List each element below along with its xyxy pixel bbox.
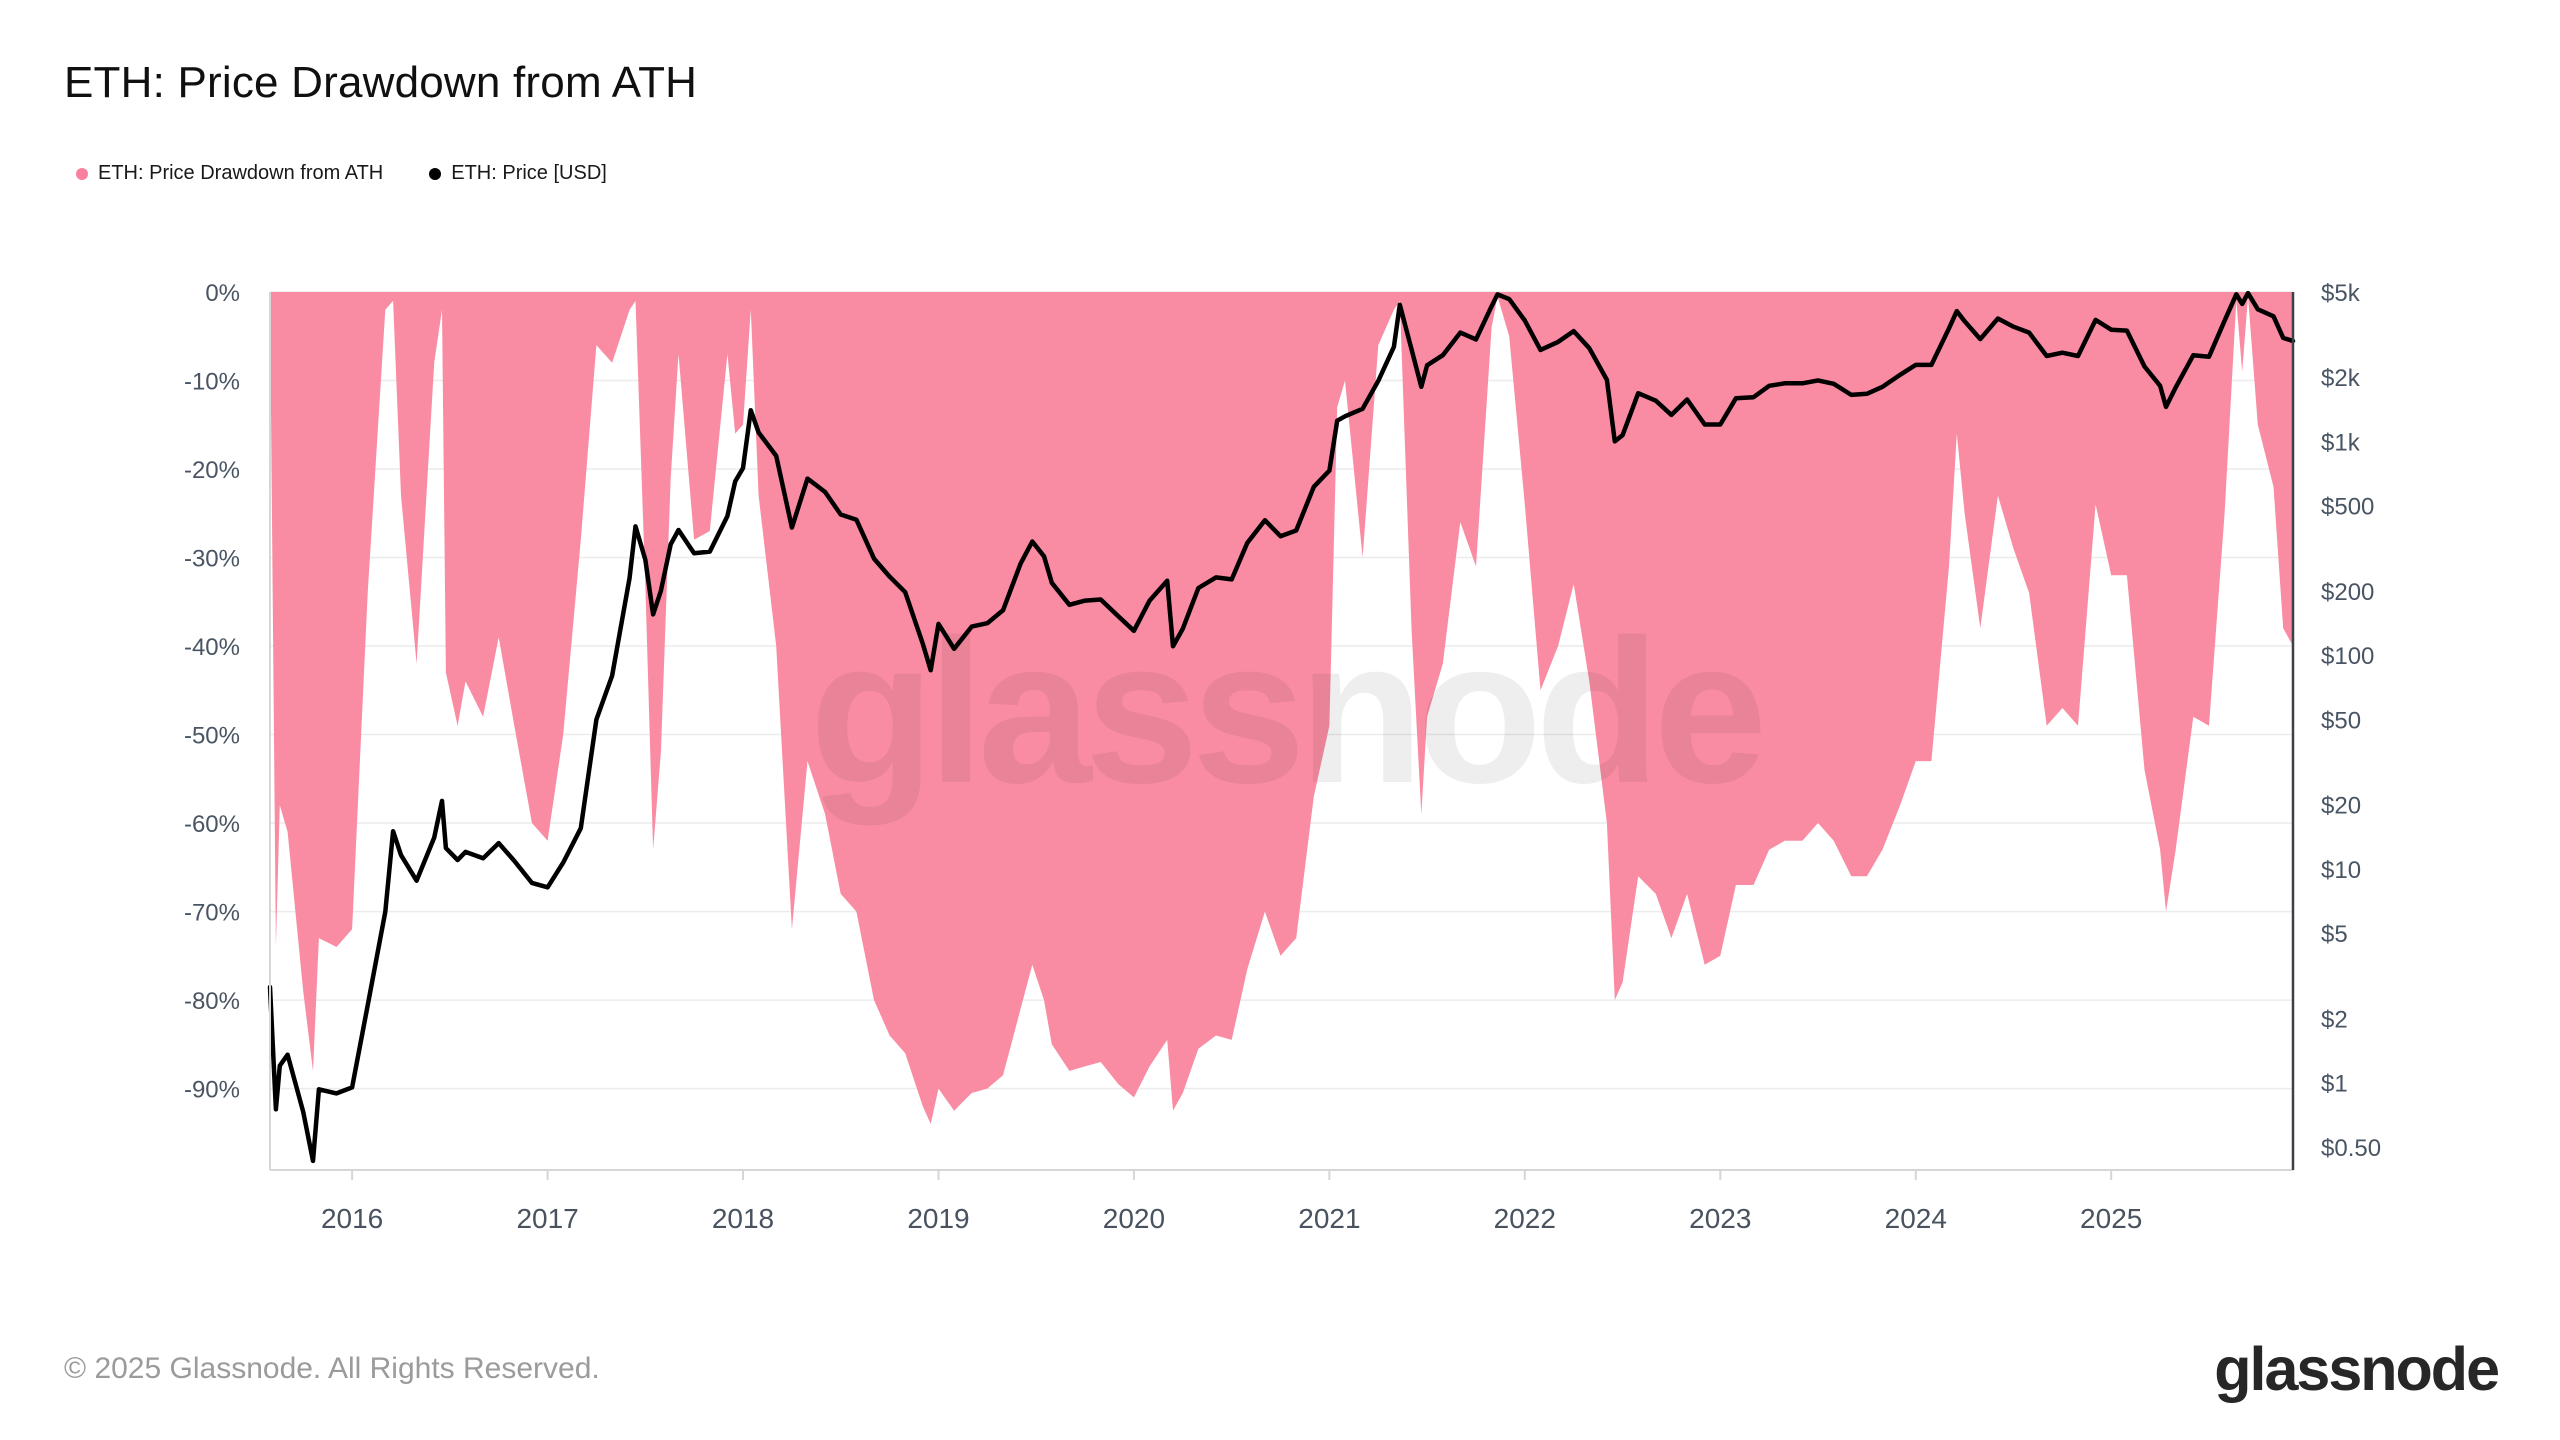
legend-label-price: ETH: Price [USD]	[451, 162, 607, 184]
y-right-axis-label: $200	[2321, 579, 2374, 606]
y-left-axis-label: -60%	[184, 811, 240, 838]
x-axis-label: 2025	[2080, 1203, 2142, 1234]
glassnode-logo: glassnode	[2214, 1335, 2500, 1403]
y-left-axis-label: -70%	[184, 900, 240, 927]
y-right-axis-label: $5k	[2321, 280, 2361, 307]
y-right-axis-label: $1	[2321, 1071, 2348, 1098]
y-right-axis-label: $5	[2321, 921, 2348, 948]
y-left-axis-label: -80%	[184, 988, 240, 1015]
legend: ETH: Price Drawdown from ATH ETH: Price …	[76, 162, 607, 185]
y-left-axis-label: -30%	[184, 546, 240, 573]
y-left-axis-label: -50%	[184, 723, 240, 750]
y-right-axis-label: $2	[2321, 1006, 2348, 1033]
y-left-axis-label: 0%	[205, 280, 240, 307]
page-title: ETH: Price Drawdown from ATH	[64, 58, 698, 107]
x-axis-label: 2023	[1689, 1203, 1751, 1234]
x-axis-label: 2018	[712, 1203, 774, 1234]
y-left-axis-label: -20%	[184, 457, 240, 484]
x-axis-label: 2019	[907, 1203, 969, 1234]
x-axis-label: 2017	[516, 1203, 578, 1234]
x-axis-label: 2020	[1103, 1203, 1165, 1234]
x-axis-label: 2022	[1494, 1203, 1556, 1234]
x-axis-label: 2024	[1885, 1203, 1947, 1234]
y-left-axis-label: -40%	[184, 634, 240, 661]
legend-item-price[interactable]: ETH: Price [USD]	[429, 162, 607, 185]
drawdown-area-series[interactable]	[270, 292, 2293, 1124]
y-right-axis-label: $100	[2321, 643, 2374, 670]
legend-item-drawdown[interactable]: ETH: Price Drawdown from ATH	[76, 162, 383, 185]
y-right-axis-label: $0.50	[2321, 1135, 2381, 1162]
legend-label-drawdown: ETH: Price Drawdown from ATH	[98, 162, 384, 184]
y-right-axis-label: $20	[2321, 793, 2361, 820]
x-axis-label: 2021	[1298, 1203, 1360, 1234]
y-right-axis-label: $500	[2321, 494, 2374, 521]
y-right-axis-label: $2k	[2321, 365, 2361, 392]
drawdown-series-swatch-icon	[76, 167, 88, 180]
copyright-text: © 2025 Glassnode. All Rights Reserved.	[64, 1352, 600, 1385]
price-series-swatch-icon	[429, 167, 442, 180]
y-left-axis-label: -10%	[184, 369, 240, 396]
y-right-axis-label: $10	[2321, 857, 2361, 884]
y-right-axis-label: $1k	[2321, 429, 2361, 456]
y-left-axis-label: -90%	[184, 1077, 240, 1104]
y-right-axis-label: $50	[2321, 708, 2361, 735]
x-axis-label: 2016	[321, 1203, 383, 1234]
price-line-series[interactable]	[267, 290, 2296, 1164]
